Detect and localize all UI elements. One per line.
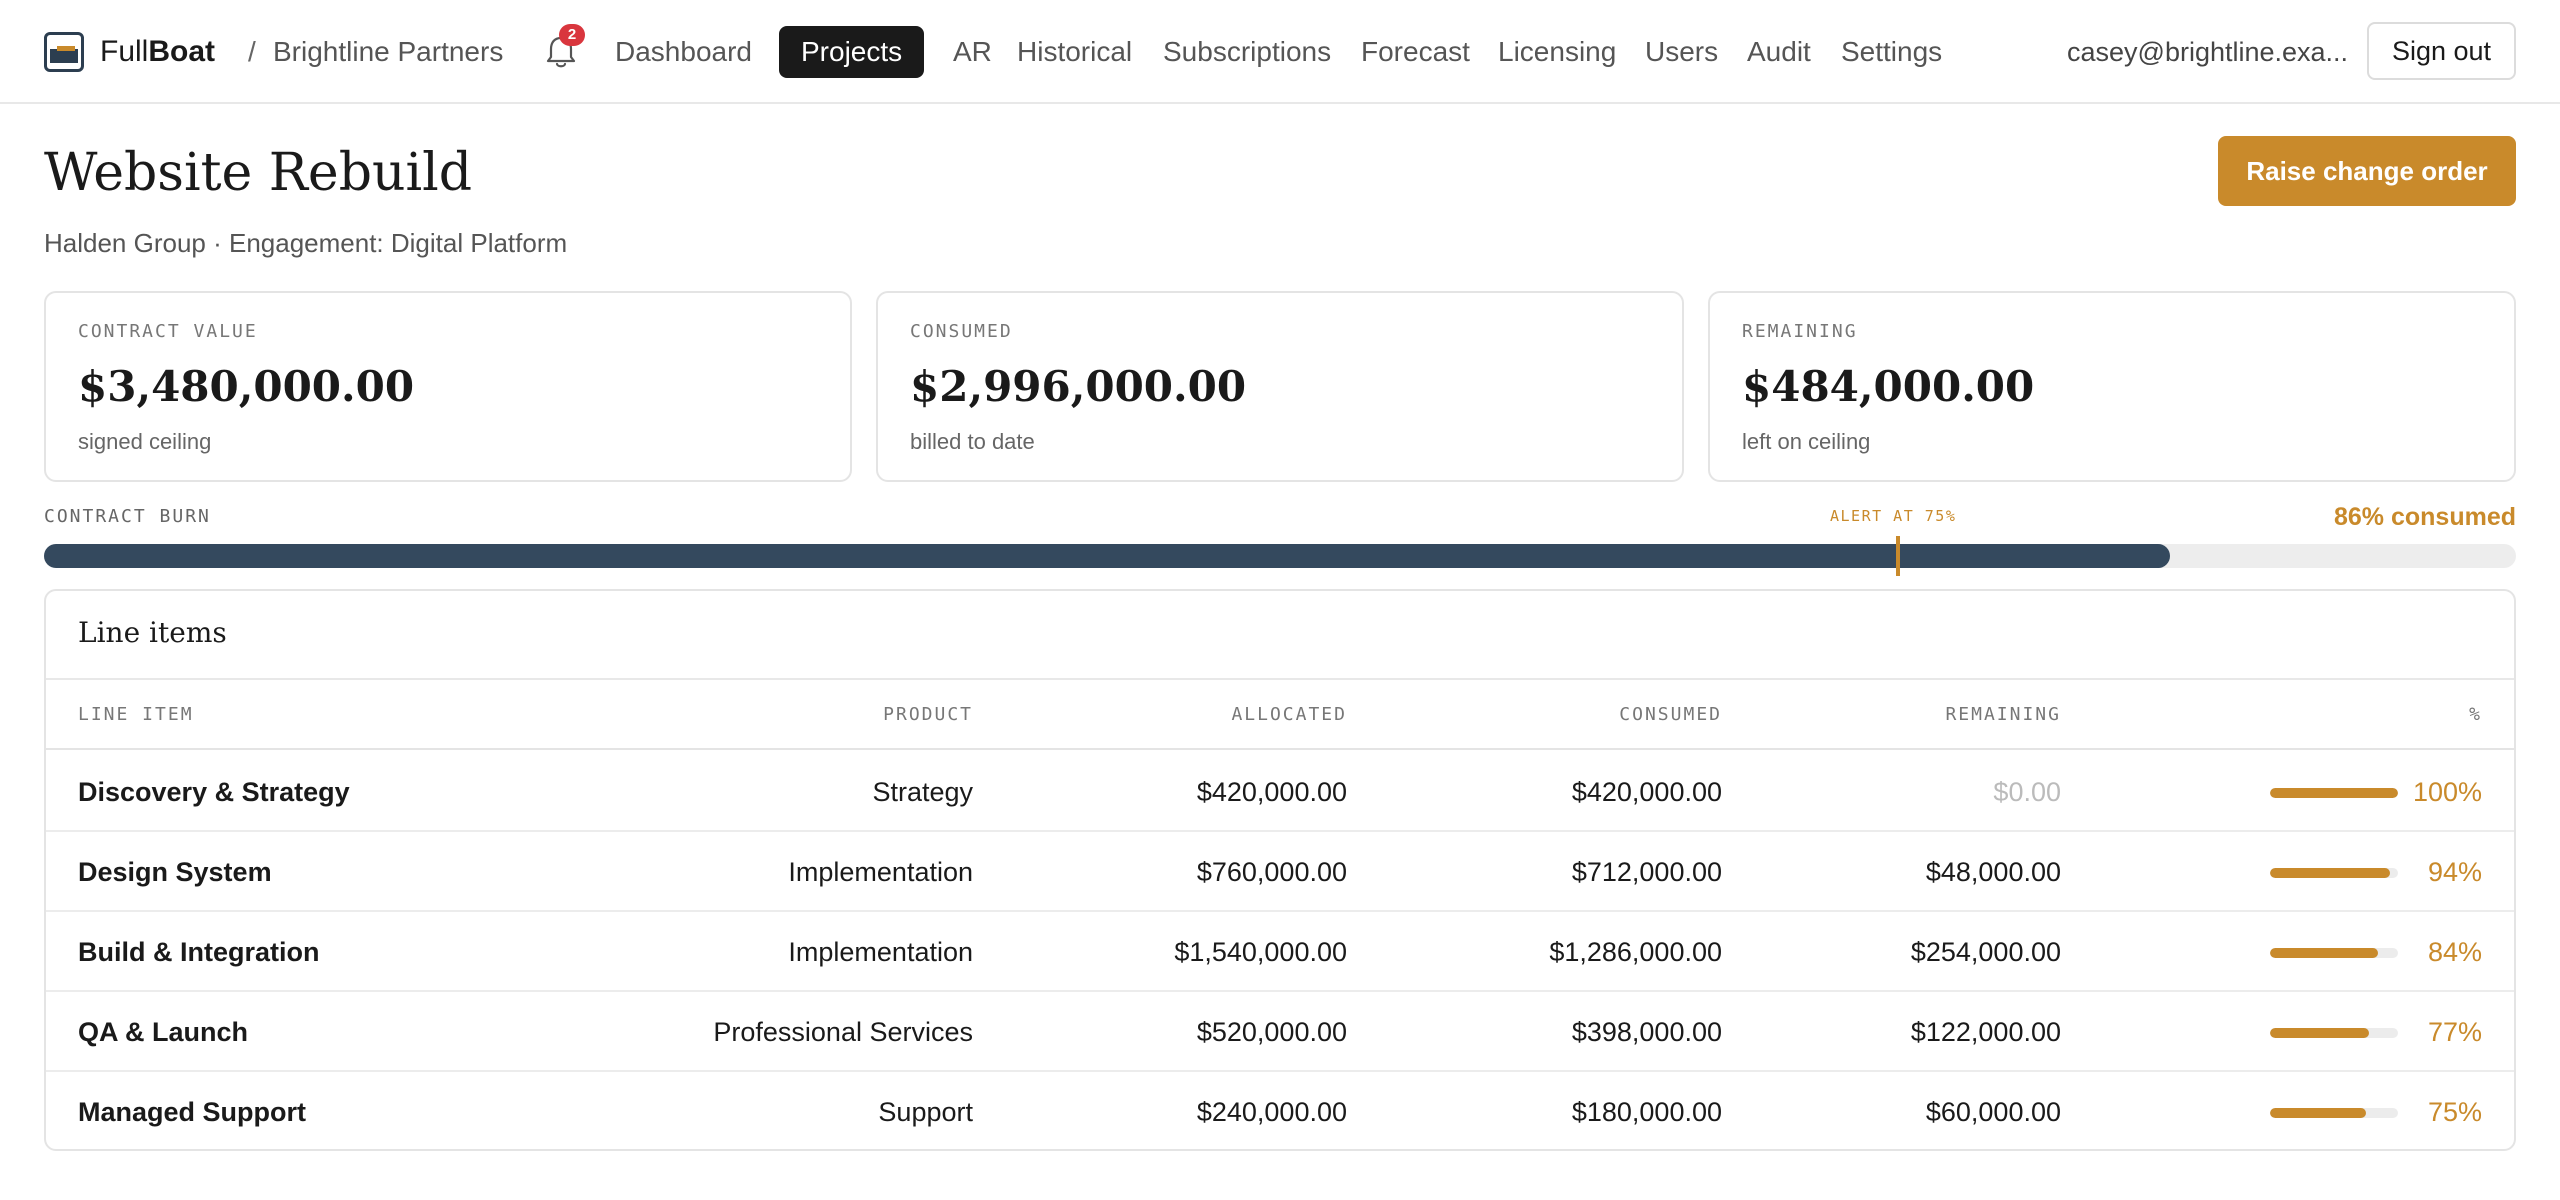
line-item-progress-bar [2270, 1108, 2398, 1118]
breadcrumb-org[interactable]: Brightline Partners [273, 36, 504, 67]
page-subtitle: Halden Group · Engagement: Digital Platf… [44, 228, 568, 258]
line-item-product: Strategy [872, 777, 973, 807]
boat-logo-icon[interactable] [44, 32, 84, 72]
stat-value: $2,996,000.00 [910, 362, 1247, 411]
stat-card-remaining: REMAINING $484,000.00 left on ceiling [1708, 291, 2516, 482]
nav-projects[interactable]: Projects [779, 26, 925, 78]
col-percent[interactable]: % [2469, 704, 2482, 725]
line-item-percent: 100% [2412, 777, 2482, 807]
stat-value: $484,000.00 [1742, 362, 2035, 411]
stat-card-consumed: CONSUMED $2,996,000.00 billed to date [876, 291, 1684, 482]
line-item-product: Implementation [788, 857, 973, 887]
line-item-consumed: $712,000.00 [1571, 857, 1722, 887]
contract-burn-fill [44, 544, 2170, 568]
stat-note: signed ceiling [78, 429, 212, 454]
alert-threshold-label: ALERT AT 75% [1830, 507, 1957, 525]
line-item-consumed: $420,000.00 [1571, 777, 1722, 807]
nav-users[interactable]: Users [1645, 36, 1719, 67]
nav-audit[interactable]: Audit [1747, 36, 1811, 67]
line-item-product: Professional Services [713, 1017, 973, 1047]
line-items-title: Line items [78, 616, 227, 649]
table-row[interactable]: QA & Launch Professional Services $520,000… [46, 992, 2514, 1072]
line-item-remaining: $122,000.00 [1910, 1017, 2061, 1047]
stat-label: CONSUMED [910, 321, 1013, 342]
line-item-allocated: $760,000.00 [1196, 857, 1347, 887]
nav-forecast[interactable]: Forecast [1361, 36, 1470, 67]
top-nav: FullBoat / Brightline Partners 2 Dashboa… [0, 0, 2560, 104]
stat-note: left on ceiling [1742, 429, 1871, 454]
table-row[interactable]: Managed Support Support $240,000.00 $180,00… [46, 1072, 2514, 1149]
sign-out-button[interactable]: Sign out [2367, 22, 2516, 80]
line-item-consumed: $180,000.00 [1571, 1097, 1722, 1127]
table-row[interactable]: Discovery & Strategy Strategy $420,000.00 $… [46, 752, 2514, 832]
line-item-allocated: $520,000.00 [1196, 1017, 1347, 1047]
line-item-name[interactable]: Discovery & Strategy [78, 777, 350, 807]
line-item-percent: 77% [2427, 1017, 2482, 1047]
nav-licensing[interactable]: Licensing [1498, 36, 1617, 67]
line-item-allocated: $420,000.00 [1196, 777, 1347, 807]
line-item-product: Support [878, 1097, 973, 1127]
user-email[interactable]: casey@brightline.exa... [2067, 37, 2349, 67]
col-remaining[interactable]: REMAINING [1945, 704, 2061, 725]
contract-burn-label: CONTRACT BURN [44, 506, 211, 527]
line-item-progress-fill [2270, 788, 2398, 798]
line-item-progress-fill [2270, 1028, 2369, 1038]
line-item-allocated: $240,000.00 [1196, 1097, 1347, 1127]
line-item-name[interactable]: Managed Support [78, 1097, 306, 1127]
breadcrumb-separator: / [248, 36, 256, 67]
nav-dashboard[interactable]: Dashboard [615, 36, 752, 67]
line-item-progress-bar [2270, 788, 2398, 798]
line-item-consumed: $398,000.00 [1571, 1017, 1722, 1047]
line-item-remaining: $254,000.00 [1910, 937, 2061, 967]
contract-burn-bar [44, 544, 2516, 568]
line-item-percent: 75% [2427, 1097, 2482, 1127]
raise-change-order-button[interactable]: Raise change order [2218, 136, 2516, 206]
line-item-progress-fill [2270, 948, 2378, 958]
brand-name[interactable]: FullBoat [100, 35, 216, 68]
nav-subscriptions[interactable]: Subscriptions [1163, 36, 1332, 67]
line-item-progress-bar [2270, 868, 2398, 878]
line-item-name[interactable]: QA & Launch [78, 1017, 249, 1047]
notification-badge: 2 [559, 24, 585, 46]
line-item-remaining: $0.00 [1993, 777, 2061, 807]
line-item-consumed: $1,286,000.00 [1549, 937, 1722, 967]
line-item-progress-bar [2270, 948, 2398, 958]
divider [46, 678, 2514, 680]
table-header: LINE ITEM PRODUCT ALLOCATED CONSUMED REM… [46, 680, 2514, 750]
stat-note: billed to date [910, 429, 1035, 454]
table-row[interactable]: Design System Implementation $760,000.00 $7… [46, 832, 2514, 912]
table-row[interactable]: Build & Integration Implementation $1,540,… [46, 912, 2514, 992]
stat-label: REMAINING [1742, 321, 1858, 342]
page-title: Website Rebuild [44, 143, 473, 203]
stat-value: $3,480,000.00 [78, 362, 415, 411]
line-item-allocated: $1,540,000.00 [1174, 937, 1347, 967]
line-item-percent: 84% [2427, 937, 2482, 967]
line-item-progress-bar [2270, 1028, 2398, 1038]
line-item-progress-fill [2270, 1108, 2366, 1118]
line-item-name[interactable]: Build & Integration [78, 937, 320, 967]
line-item-remaining: $48,000.00 [1925, 857, 2061, 887]
col-product[interactable]: PRODUCT [883, 704, 973, 725]
alert-threshold-marker [1896, 536, 1900, 576]
stat-card-contract-value: CONTRACT VALUE $3,480,000.00 signed ceil… [44, 291, 852, 482]
nav-settings[interactable]: Settings [1841, 36, 1943, 67]
col-allocated[interactable]: ALLOCATED [1231, 704, 1347, 725]
nav-historical[interactable]: Historical [1017, 36, 1133, 67]
burn-percent-consumed: 86% consumed [2333, 503, 2516, 531]
line-item-progress-fill [2270, 868, 2391, 878]
col-consumed[interactable]: CONSUMED [1619, 704, 1722, 725]
line-item-name[interactable]: Design System [78, 857, 272, 887]
line-items-panel: Line items LINE ITEM PRODUCT ALLOCATED C… [44, 589, 2516, 1151]
line-item-remaining: $60,000.00 [1925, 1097, 2061, 1127]
stat-label: CONTRACT VALUE [78, 321, 258, 342]
line-item-product: Implementation [788, 937, 973, 967]
nav-ar[interactable]: AR [953, 36, 992, 67]
col-line-item[interactable]: LINE ITEM [78, 704, 194, 725]
line-item-percent: 94% [2427, 857, 2482, 887]
